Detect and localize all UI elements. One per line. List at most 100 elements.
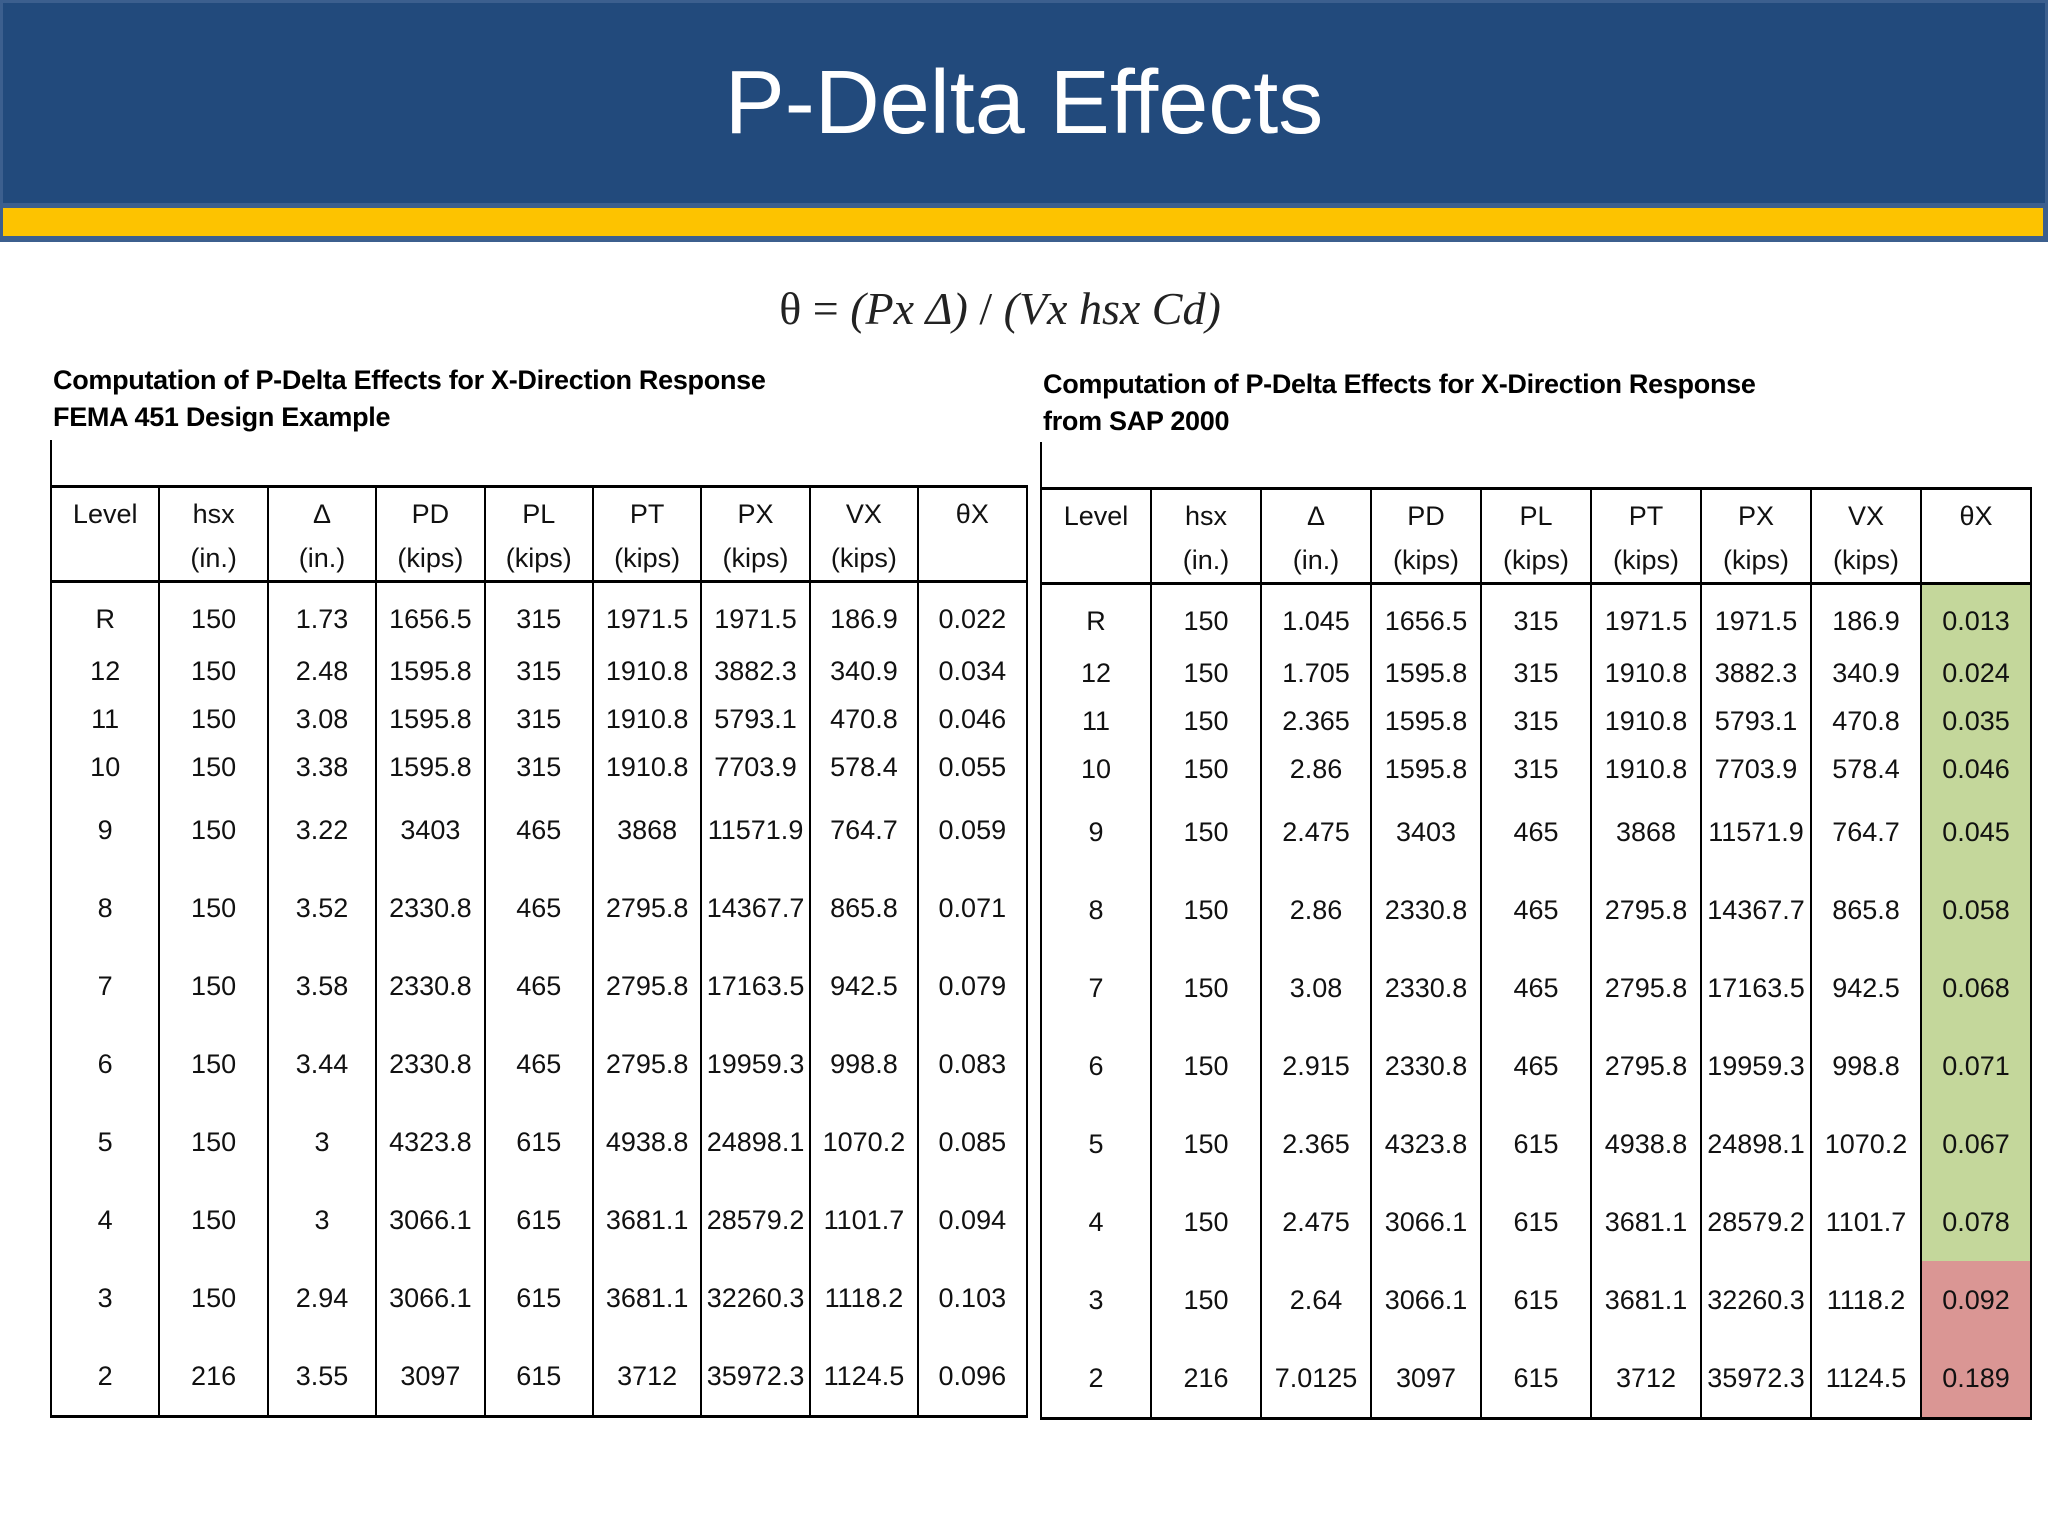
value-cell: 7703.9 (700, 743, 811, 791)
theta-cell: 0.059 (917, 791, 1028, 869)
left-table-caption: Computation of P-Delta Effects for X-Dir… (53, 362, 766, 436)
column-header-label: Level (72, 499, 138, 529)
level-cell: 10 (1040, 745, 1152, 793)
value-cell: 340.9 (1810, 649, 1922, 697)
value-cell: 1101.7 (1810, 1183, 1922, 1261)
value-cell: 216 (158, 1337, 269, 1418)
value-cell: 615 (483, 1103, 594, 1181)
value-cell: 2795.8 (591, 869, 703, 947)
table-row: 12 150 2.48 1595.8 315 1910.8 3882.3 340.9 0.034 (49, 647, 1028, 695)
theta-cell: 0.058 (1920, 871, 2032, 949)
column-header: Δ (in.) (1260, 487, 1372, 585)
value-cell: 17163.5 (700, 947, 811, 1025)
column-header: VX (kips) (1810, 487, 1922, 585)
formula-divider: / (967, 283, 1004, 334)
table-row: 11 150 2.365 1595.8 315 1910.8 5793.1 470.8 0.03… (1040, 697, 2032, 745)
value-cell: 1656.5 (1370, 583, 1482, 649)
value-cell: 615 (1480, 1261, 1592, 1339)
column-header-unit: (kips) (614, 543, 681, 573)
column-header-label: θX (955, 499, 989, 529)
value-cell: 315 (483, 743, 594, 791)
column-header-label: Δ (1306, 501, 1326, 531)
value-cell: 32260.3 (700, 1259, 811, 1337)
level-cell: 11 (1040, 697, 1152, 745)
column-header: PL (kips) (1480, 487, 1592, 585)
value-cell: 150 (158, 1103, 269, 1181)
level-cell: R (49, 581, 161, 647)
column-header-label: PX (737, 499, 774, 529)
right-caption-line2: from SAP 2000 (1043, 406, 1230, 436)
theta-cell: 0.067 (1920, 1105, 2032, 1183)
table-row: 9 150 2.475 3403 465 3868 11571.9 764.7 0.045 (1040, 793, 2032, 871)
column-header: PT (kips) (591, 485, 703, 583)
value-cell: 4323.8 (375, 1103, 486, 1181)
theta-cell: 0.046 (1920, 745, 2032, 793)
value-cell: 7.0125 (1260, 1339, 1372, 1420)
column-header: PL (kips) (483, 485, 594, 583)
theta-cell: 0.068 (1920, 949, 2032, 1027)
value-cell: 2795.8 (1590, 871, 1702, 949)
theta-cell: 0.055 (917, 743, 1028, 791)
table-row: 11 150 3.08 1595.8 315 1910.8 5793.1 470.8 0.046 (49, 695, 1028, 743)
value-cell: 2330.8 (1370, 1027, 1482, 1105)
value-cell: 3712 (591, 1337, 703, 1418)
column-header-label: PL (522, 499, 556, 529)
formula-theta: θ (779, 283, 802, 334)
title-banner (0, 0, 2048, 206)
value-cell: 3403 (1370, 793, 1482, 871)
column-header-label: PD (1407, 501, 1445, 531)
value-cell: 3681.1 (591, 1181, 703, 1259)
formula-numerator: (Px Δ) (850, 283, 968, 334)
value-cell: 3712 (1590, 1339, 1702, 1420)
table-row: 6 150 3.44 2330.8 465 2795.8 19959.3 998.8 0.083 (49, 1025, 1028, 1103)
value-cell: 150 (158, 791, 269, 869)
value-cell: 32260.3 (1700, 1261, 1812, 1339)
left-caption-line2: FEMA 451 Design Example (53, 402, 391, 432)
value-cell: 3066.1 (1370, 1183, 1482, 1261)
level-cell: 5 (49, 1103, 161, 1181)
value-cell: 2330.8 (375, 1025, 486, 1103)
value-cell: 1070.2 (808, 1103, 920, 1181)
theta-cell: 0.083 (917, 1025, 1028, 1103)
value-cell: 3066.1 (375, 1181, 486, 1259)
level-cell: 7 (1040, 949, 1152, 1027)
column-header: VX (kips) (808, 485, 920, 583)
value-cell: 3403 (375, 791, 486, 869)
theta-cell: 0.022 (917, 581, 1028, 647)
value-cell: 1910.8 (1590, 745, 1702, 793)
value-cell: 3.44 (266, 1025, 378, 1103)
theta-cell: 0.078 (1920, 1183, 2032, 1261)
table-row: 7 150 3.08 2330.8 465 2795.8 17163.5 942.5 0.068 (1040, 949, 2032, 1027)
theta-cell: 0.085 (917, 1103, 1028, 1181)
value-cell: 150 (158, 869, 269, 947)
value-cell: 14367.7 (1700, 871, 1812, 949)
value-cell: 1070.2 (1810, 1105, 1922, 1183)
value-cell: 2.365 (1260, 697, 1372, 745)
value-cell: 1.705 (1260, 649, 1372, 697)
value-cell: 3.08 (266, 695, 378, 743)
column-header-unit (920, 538, 1024, 578)
value-cell: 578.4 (808, 743, 920, 791)
value-cell: 578.4 (1810, 745, 1922, 793)
level-cell: R (1040, 583, 1152, 649)
column-header-unit: (kips) (722, 543, 789, 573)
value-cell: 942.5 (1810, 949, 1922, 1027)
theta-cell: 0.094 (917, 1181, 1028, 1259)
level-cell: 4 (49, 1181, 161, 1259)
value-cell: 3097 (375, 1337, 486, 1418)
value-cell: 1656.5 (375, 581, 486, 647)
column-header: hsx (in.) (1150, 487, 1262, 585)
column-header-label: hsx (192, 499, 235, 529)
column-header: Δ (in.) (266, 485, 378, 583)
value-cell: 470.8 (808, 695, 920, 743)
value-cell: 150 (1150, 1183, 1262, 1261)
value-cell: 150 (158, 1181, 269, 1259)
level-cell: 6 (1040, 1027, 1152, 1105)
value-cell: 186.9 (1810, 583, 1922, 649)
value-cell: 4938.8 (591, 1103, 703, 1181)
column-header: PX (kips) (700, 485, 811, 583)
level-cell: 9 (1040, 793, 1152, 871)
table-row: 8 150 2.86 2330.8 465 2795.8 14367.7 865.8 0.058 (1040, 871, 2032, 949)
level-cell: 7 (49, 947, 161, 1025)
column-header: θX (1920, 487, 2032, 585)
